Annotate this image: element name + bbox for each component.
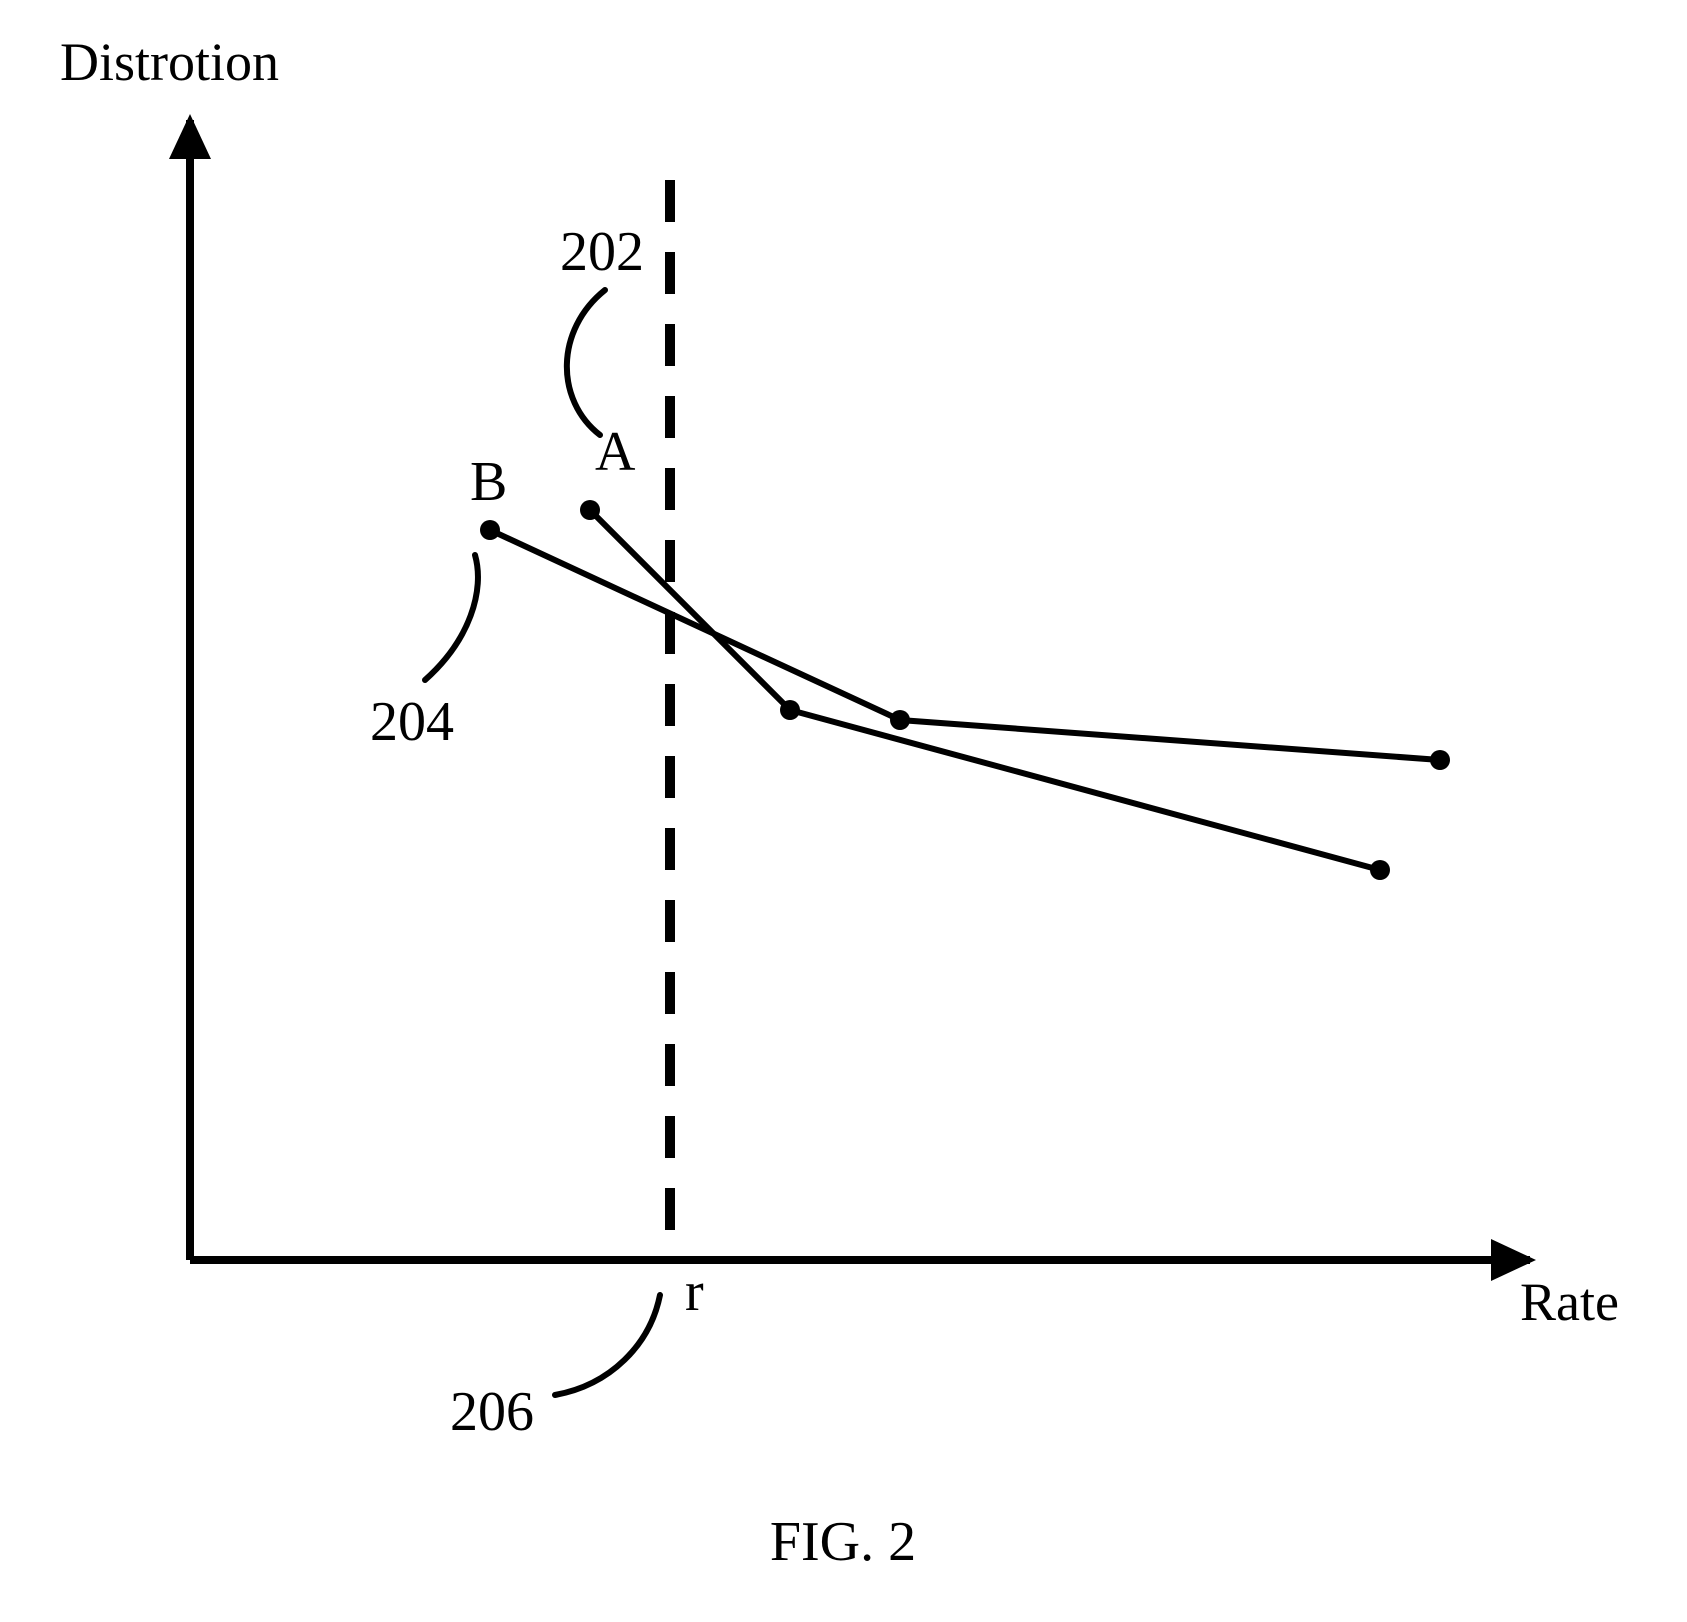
series-b-point [1430, 750, 1450, 770]
y-axis-label: Distrotion [60, 32, 279, 92]
series-a-point [580, 500, 600, 520]
figure-svg: Distrotion Rate A 202 B 204 r 206 FIG. 2 [0, 0, 1687, 1622]
rate-marker-ref: 206 [450, 1381, 534, 1443]
series-a-point [1370, 860, 1390, 880]
chart-background [0, 0, 1687, 1622]
series-b-label: B [470, 451, 507, 513]
series-b-ref: 204 [370, 691, 454, 753]
figure-caption: FIG. 2 [770, 1511, 916, 1573]
rate-marker-label: r [685, 1261, 704, 1323]
series-a-point [780, 700, 800, 720]
x-axis-label: Rate [1520, 1272, 1619, 1332]
series-a-label: A [595, 421, 636, 483]
series-b-point [480, 520, 500, 540]
series-a-ref: 202 [560, 221, 644, 283]
series-b-point [890, 710, 910, 730]
